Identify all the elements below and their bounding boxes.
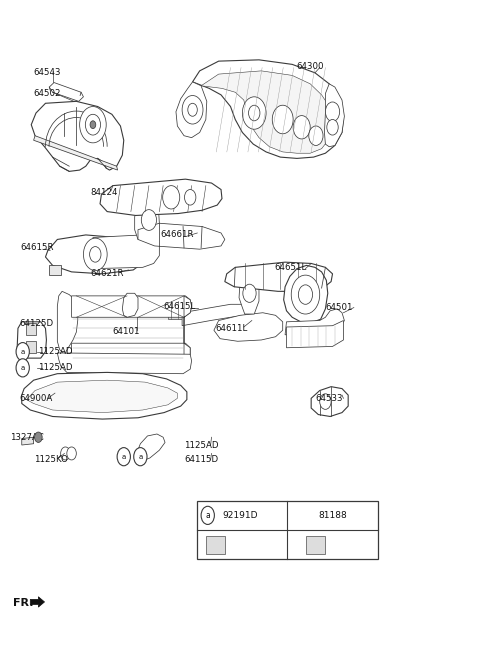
Polygon shape	[22, 438, 34, 445]
Polygon shape	[168, 301, 182, 319]
Text: 64125D: 64125D	[19, 319, 53, 328]
Polygon shape	[225, 262, 333, 291]
Circle shape	[16, 359, 29, 377]
Circle shape	[201, 506, 215, 525]
Circle shape	[134, 447, 147, 466]
Text: 64651L: 64651L	[274, 263, 306, 272]
Circle shape	[80, 107, 106, 143]
Text: 1125KO: 1125KO	[34, 455, 68, 464]
Text: 1125AD: 1125AD	[184, 441, 219, 449]
Circle shape	[184, 190, 196, 205]
Circle shape	[293, 116, 310, 139]
Polygon shape	[26, 380, 178, 413]
Polygon shape	[57, 291, 78, 354]
Polygon shape	[30, 596, 45, 607]
Polygon shape	[137, 434, 165, 462]
Polygon shape	[176, 82, 207, 137]
Text: a: a	[121, 454, 126, 460]
Polygon shape	[49, 265, 60, 275]
Circle shape	[85, 114, 100, 135]
Circle shape	[60, 447, 70, 460]
Polygon shape	[284, 266, 328, 323]
Circle shape	[325, 102, 340, 122]
Circle shape	[141, 210, 156, 230]
Polygon shape	[138, 223, 225, 249]
Circle shape	[242, 97, 266, 129]
Bar	[206, 536, 225, 554]
Polygon shape	[311, 387, 348, 417]
Text: a: a	[21, 365, 25, 371]
Text: 64615R: 64615R	[21, 243, 54, 252]
Polygon shape	[72, 296, 192, 317]
Text: 64101: 64101	[113, 327, 140, 336]
Polygon shape	[46, 235, 143, 274]
Text: a: a	[205, 511, 210, 520]
Polygon shape	[192, 60, 343, 158]
Circle shape	[320, 394, 331, 409]
Text: 64615L: 64615L	[163, 301, 195, 311]
Polygon shape	[72, 343, 190, 360]
Polygon shape	[135, 201, 159, 239]
Polygon shape	[182, 304, 250, 326]
Polygon shape	[201, 71, 333, 153]
Polygon shape	[239, 274, 259, 314]
Polygon shape	[287, 320, 343, 348]
Text: FR.: FR.	[13, 598, 34, 608]
Circle shape	[117, 447, 131, 466]
Text: a: a	[138, 454, 143, 460]
Bar	[197, 501, 378, 559]
Circle shape	[272, 105, 293, 134]
Polygon shape	[31, 101, 124, 171]
Text: 92191D: 92191D	[222, 511, 258, 520]
Circle shape	[84, 238, 107, 271]
Polygon shape	[34, 136, 118, 170]
Circle shape	[243, 284, 256, 302]
Circle shape	[291, 275, 320, 314]
Text: 64611L: 64611L	[216, 324, 248, 333]
Text: 64502: 64502	[34, 89, 61, 98]
Circle shape	[182, 95, 203, 124]
Text: 64543: 64543	[34, 67, 61, 77]
Text: 64115D: 64115D	[184, 455, 218, 464]
Circle shape	[90, 247, 101, 262]
Circle shape	[299, 285, 312, 304]
Circle shape	[163, 186, 180, 209]
Text: 81188: 81188	[318, 511, 347, 520]
Bar	[306, 536, 325, 554]
Circle shape	[188, 103, 197, 116]
Polygon shape	[57, 353, 192, 373]
Text: 1125AD: 1125AD	[38, 364, 72, 372]
Circle shape	[327, 120, 338, 135]
Polygon shape	[100, 179, 222, 215]
Text: 64900A: 64900A	[19, 394, 53, 403]
Text: 64533: 64533	[315, 394, 342, 403]
Polygon shape	[214, 313, 283, 341]
Circle shape	[90, 121, 96, 129]
Text: 64501: 64501	[325, 303, 353, 312]
Polygon shape	[49, 82, 84, 101]
Text: 64621R: 64621R	[91, 269, 124, 278]
Circle shape	[249, 105, 260, 121]
Circle shape	[309, 126, 323, 145]
Polygon shape	[17, 322, 47, 358]
Polygon shape	[122, 293, 138, 317]
Circle shape	[67, 447, 76, 460]
Polygon shape	[285, 309, 344, 335]
Circle shape	[16, 343, 29, 361]
Polygon shape	[184, 296, 192, 360]
Text: 1327AC: 1327AC	[10, 433, 44, 441]
Text: 64661R: 64661R	[160, 230, 194, 239]
Text: 84124: 84124	[91, 188, 118, 197]
Bar	[25, 341, 36, 353]
Text: a: a	[21, 349, 25, 354]
Text: 1125AD: 1125AD	[38, 347, 72, 356]
Polygon shape	[93, 235, 159, 269]
Text: 64300: 64300	[296, 62, 324, 71]
Circle shape	[35, 432, 42, 442]
Polygon shape	[22, 372, 187, 419]
Bar	[25, 323, 36, 335]
Polygon shape	[324, 84, 344, 146]
